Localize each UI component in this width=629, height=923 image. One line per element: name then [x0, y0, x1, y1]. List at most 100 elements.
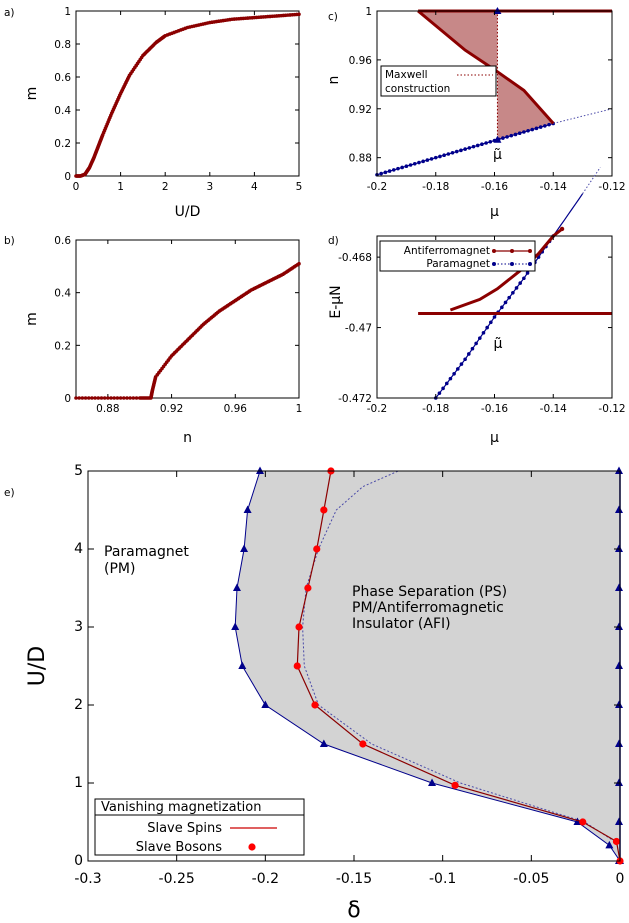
region-label-pm: Paramagnet: [104, 544, 189, 560]
ps-boundary-right-marker: [615, 817, 623, 825]
panel-label-b: b): [4, 235, 15, 247]
y-tick-label: 0.4: [54, 288, 71, 300]
paramagnet-point: [513, 132, 518, 137]
y-tick-label: 0: [64, 171, 71, 183]
magnetization-point: [83, 396, 88, 400]
y-tick-label: 3: [74, 619, 83, 635]
slave-bosons-point: [320, 506, 328, 514]
paramagnet-point: [474, 341, 478, 346]
paramagnet-point: [408, 163, 413, 167]
legend-marker-pm: [528, 262, 532, 266]
ps-boundary-right-marker: [615, 739, 623, 747]
slave-bosons-point: [579, 818, 587, 826]
y-axis-label: m: [24, 312, 40, 326]
ps-boundary-left-marker: [240, 544, 249, 552]
paramagnet-point: [525, 271, 530, 275]
paramagnet-point: [492, 315, 497, 319]
paramagnet-point: [454, 149, 459, 154]
magnetization-point: [112, 396, 117, 400]
paramagnet-point: [543, 124, 547, 128]
ps-boundary-right-marker: [615, 466, 623, 474]
y-tick-label: 0: [74, 853, 83, 869]
y-tick-label: 1: [365, 6, 372, 18]
x-tick-label: -0.1: [429, 871, 456, 887]
paramagnet-point: [484, 141, 488, 145]
magnetization-point: [99, 396, 104, 400]
paramagnet-point: [404, 164, 409, 169]
magnetization-point: [128, 396, 132, 400]
magnetization-point: [121, 396, 126, 400]
mu-tilde-label: μ̃: [493, 147, 502, 163]
y-axis-label: U/D: [25, 646, 50, 686]
paramagnet-point: [534, 126, 539, 131]
y-tick-label: 0.6: [54, 72, 71, 84]
x-axis-label: U/D: [175, 204, 201, 220]
legend-marker-pm: [492, 262, 496, 266]
slave-bosons-point: [451, 781, 459, 789]
paramagnet-point: [448, 376, 453, 381]
paramagnet-point: [500, 305, 504, 310]
y-tick-label: 2: [74, 697, 83, 713]
x-tick-label: -0.12: [598, 403, 625, 415]
ps-boundary-right-marker: [615, 505, 623, 513]
panel-label-c: c): [328, 11, 338, 23]
y-tick-label: 4: [74, 541, 83, 557]
x-tick-label: 5: [296, 181, 303, 193]
paramagnet-point: [442, 153, 446, 158]
y-tick-label: -0.47: [345, 323, 372, 335]
y-tick-label: 0.92: [349, 104, 372, 116]
magnetization-point: [102, 396, 107, 400]
paramagnet-point: [412, 161, 417, 166]
x-tick-label: -0.2: [367, 403, 388, 415]
paramagnet-point: [387, 169, 392, 173]
slave-bosons-point: [304, 584, 312, 592]
magnetization-point: [74, 396, 78, 400]
legend-title: Vanishing magnetization: [101, 800, 261, 815]
magnetization-point: [109, 396, 113, 400]
legend-entry-paramagnet: Paramagnet: [426, 258, 490, 270]
dotted-boundary: [302, 470, 615, 842]
plot-frame: [75, 239, 300, 399]
x-tick-label: -0.12: [598, 181, 625, 193]
y-tick-label: 5: [74, 463, 83, 479]
x-tick-label: -0.05: [513, 871, 549, 887]
x-tick-label: -0.15: [336, 871, 372, 887]
x-tick-label: 0.92: [160, 403, 183, 415]
y-tick-label: 0.2: [54, 138, 71, 150]
magnetization-point: [80, 396, 85, 400]
legend-entry-construction: construction: [385, 83, 450, 95]
x-tick-label: -0.2: [367, 181, 388, 193]
y-axis-label: n: [326, 76, 342, 85]
legend-box: [94, 798, 305, 856]
ps-boundary-left-marker: [231, 622, 240, 630]
paramagnet-point: [452, 371, 456, 376]
panel-c: -0.2 -0.18 -0.16 -0.14 -0.12 0.88 0.92 0.96 1 Max…: [326, 6, 626, 220]
legend-entry-slave-spins: Slave Spins: [147, 821, 222, 836]
legend-entry-maxwell: Maxwell: [385, 69, 428, 81]
x-tick-label: 2: [162, 181, 169, 193]
paramagnet-point: [470, 346, 475, 351]
magnetization-point: [106, 396, 110, 400]
paramagnet-point: [421, 159, 425, 164]
paramagnet-point: [437, 391, 442, 395]
panel-b: 0.88 0.92 0.96 1 0 0.2 0.4 0.6 n m: [24, 235, 302, 446]
x-tick-label: 3: [206, 181, 213, 193]
paramagnet-point: [425, 158, 430, 162]
y-tick-label: 0.2: [54, 340, 71, 352]
magnetization-point: [93, 396, 97, 400]
y-tick-label: 1: [64, 6, 71, 18]
maxwell-area-lower: [497, 71, 554, 140]
paramagnet-point: [455, 367, 460, 371]
magnetization-point: [90, 396, 94, 400]
x-tick-label: 0: [73, 181, 80, 193]
legend-box: [380, 65, 497, 97]
magnetization-point: [297, 12, 301, 17]
slave-bosons-point: [359, 740, 367, 748]
x-axis-label: μ: [490, 204, 499, 220]
y-axis-label: m: [24, 87, 40, 101]
paramagnet-point: [481, 331, 486, 335]
y-tick-label: -0.472: [338, 393, 372, 405]
ps-boundary-right-marker: [615, 622, 623, 630]
paramagnet-point: [459, 362, 464, 366]
